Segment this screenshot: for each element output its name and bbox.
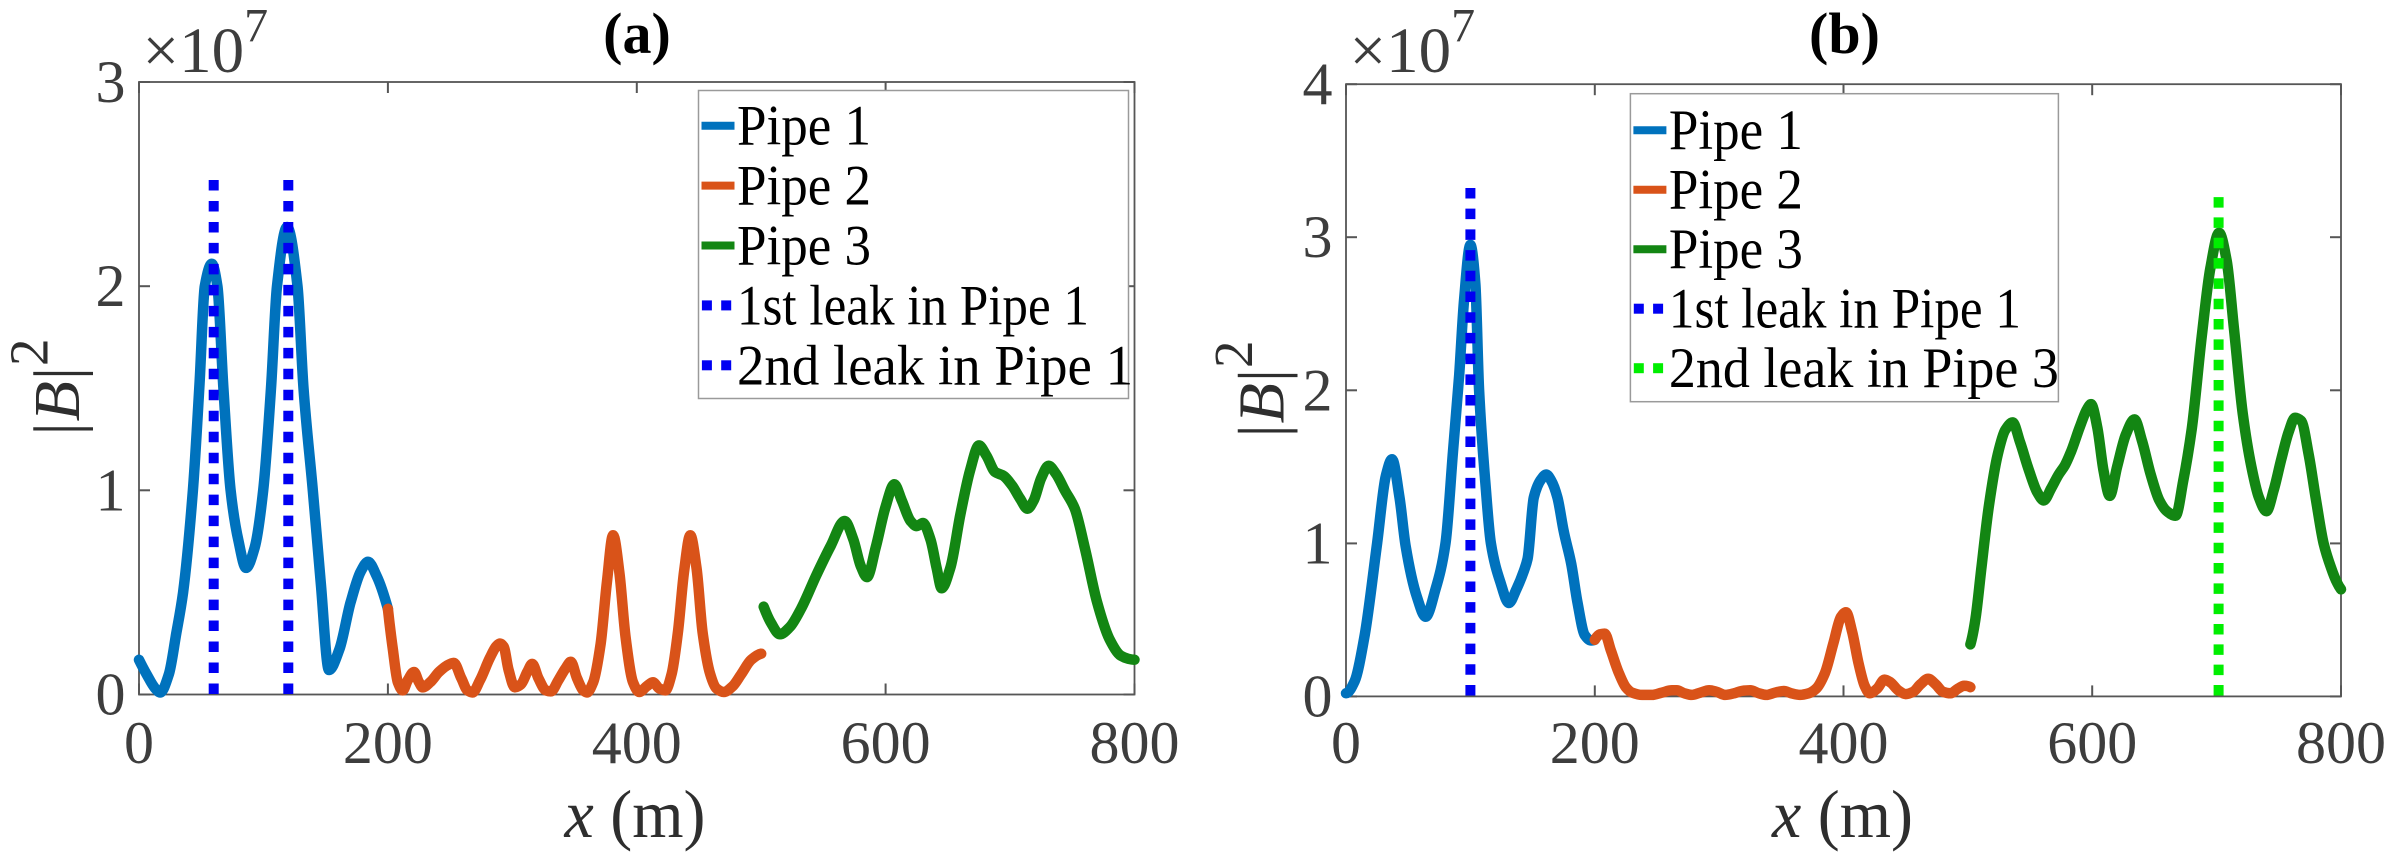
svg-text:1: 1 xyxy=(96,457,126,523)
svg-text:800: 800 xyxy=(1090,710,1180,776)
svg-text:(a): (a) xyxy=(603,1,671,66)
svg-text:2nd leak in Pipe 1: 2nd leak in Pipe 1 xyxy=(737,334,1133,397)
svg-text:400: 400 xyxy=(1799,710,1889,776)
svg-text:x (m): x (m) xyxy=(564,776,706,852)
svg-text:1: 1 xyxy=(1303,510,1333,576)
svg-text:1st leak in Pipe 1: 1st leak in Pipe 1 xyxy=(1669,278,2021,341)
svg-text:1st leak in Pipe 1: 1st leak in Pipe 1 xyxy=(737,274,1089,337)
svg-text:3: 3 xyxy=(1303,204,1333,270)
svg-text:Pipe 1: Pipe 1 xyxy=(1669,99,1803,162)
svg-text:0: 0 xyxy=(1303,663,1333,729)
svg-text:200: 200 xyxy=(343,710,433,776)
svg-text:Pipe 3: Pipe 3 xyxy=(1669,218,1803,281)
svg-text:2nd leak in Pipe 3: 2nd leak in Pipe 3 xyxy=(1669,337,2059,400)
svg-text:600: 600 xyxy=(841,710,931,776)
svg-text:(b): (b) xyxy=(1809,1,1880,66)
svg-text:4: 4 xyxy=(1303,51,1333,117)
svg-text:3: 3 xyxy=(96,49,126,115)
svg-text:200: 200 xyxy=(1550,710,1640,776)
svg-text:0: 0 xyxy=(96,662,126,728)
svg-text:0: 0 xyxy=(124,710,154,776)
svg-text:Pipe 2: Pipe 2 xyxy=(1669,159,1803,222)
svg-text:Pipe 1: Pipe 1 xyxy=(737,95,871,158)
svg-text:2: 2 xyxy=(96,253,126,319)
svg-text:Pipe 2: Pipe 2 xyxy=(737,155,871,218)
svg-text:x (m): x (m) xyxy=(1771,776,1913,852)
svg-text:2: 2 xyxy=(1303,357,1333,423)
svg-text:600: 600 xyxy=(2047,710,2137,776)
svg-text:800: 800 xyxy=(2296,710,2386,776)
svg-text:400: 400 xyxy=(592,710,682,776)
svg-text:Pipe 3: Pipe 3 xyxy=(737,215,871,278)
svg-text:0: 0 xyxy=(1331,710,1361,776)
